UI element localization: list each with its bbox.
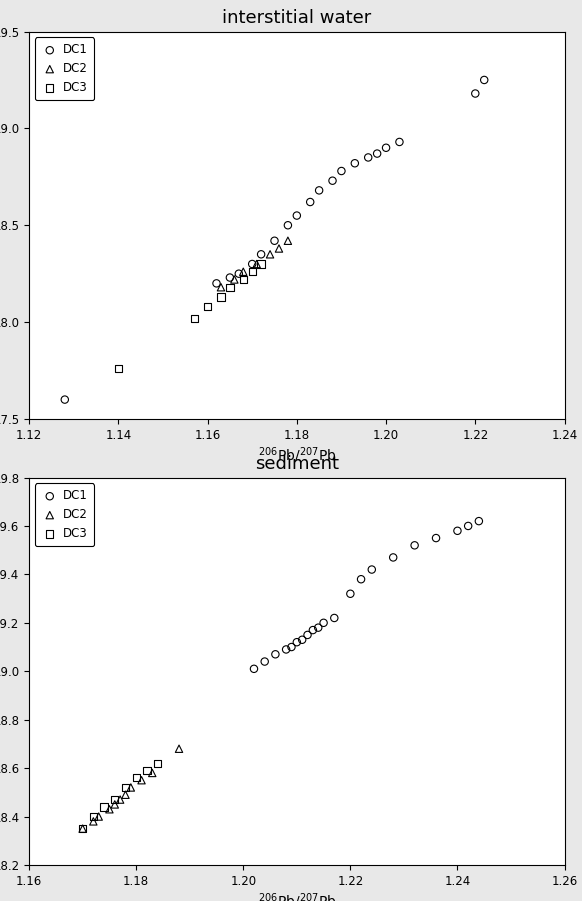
DC1 bbox=[292, 208, 301, 223]
DC1 bbox=[249, 661, 258, 676]
DC2 bbox=[252, 257, 261, 271]
DC1 bbox=[319, 615, 328, 630]
DC2 bbox=[175, 742, 184, 756]
DC1 bbox=[271, 647, 280, 661]
DC2 bbox=[121, 787, 130, 802]
DC2 bbox=[105, 802, 114, 816]
DC1 bbox=[410, 538, 419, 552]
DC1 bbox=[350, 156, 360, 170]
DC1 bbox=[346, 587, 355, 601]
DC1 bbox=[270, 233, 279, 248]
DC3 bbox=[142, 763, 151, 778]
DC2 bbox=[126, 780, 136, 795]
DC2 bbox=[265, 247, 275, 261]
DC1 bbox=[212, 277, 221, 291]
Legend: DC1, DC2, DC3: DC1, DC2, DC3 bbox=[35, 38, 94, 100]
DC1 bbox=[257, 247, 266, 261]
DC1 bbox=[260, 654, 269, 669]
X-axis label: $^{206}$Pb/$^{207}$Pb: $^{206}$Pb/$^{207}$Pb bbox=[258, 892, 336, 901]
DC1 bbox=[314, 183, 324, 197]
DC2 bbox=[217, 280, 226, 295]
X-axis label: $^{206}$Pb/$^{207}$Pb: $^{206}$Pb/$^{207}$Pb bbox=[258, 446, 336, 466]
DC1 bbox=[328, 174, 337, 188]
DC1 bbox=[389, 551, 398, 565]
DC1 bbox=[329, 611, 339, 625]
DC2 bbox=[283, 233, 293, 248]
DC2 bbox=[274, 241, 283, 256]
DC3 bbox=[203, 299, 212, 314]
DC3 bbox=[88, 809, 98, 824]
DC1 bbox=[381, 141, 391, 155]
DC1 bbox=[471, 86, 480, 101]
DC3 bbox=[257, 257, 266, 271]
DC1 bbox=[225, 270, 235, 285]
DC1 bbox=[372, 146, 382, 160]
DC3 bbox=[110, 792, 119, 806]
DC3 bbox=[217, 290, 226, 305]
DC2 bbox=[137, 773, 146, 787]
DC3 bbox=[78, 822, 87, 836]
DC1 bbox=[283, 218, 293, 232]
DC3 bbox=[100, 799, 109, 814]
DC2 bbox=[115, 792, 125, 806]
DC1 bbox=[314, 621, 323, 635]
DC2 bbox=[239, 265, 248, 279]
DC3 bbox=[153, 756, 162, 770]
DC1 bbox=[431, 531, 441, 545]
DC1 bbox=[395, 135, 404, 150]
DC3 bbox=[121, 780, 130, 795]
DC1 bbox=[292, 635, 301, 650]
DC3 bbox=[132, 770, 141, 785]
DC1 bbox=[474, 514, 484, 528]
DC1 bbox=[453, 523, 462, 538]
DC2 bbox=[78, 822, 87, 836]
DC1 bbox=[60, 392, 69, 406]
DC1 bbox=[480, 73, 489, 87]
DC2 bbox=[94, 809, 104, 824]
DC1 bbox=[287, 640, 296, 654]
DC1 bbox=[367, 562, 377, 577]
Title: interstitial water: interstitial water bbox=[222, 9, 371, 27]
DC2 bbox=[148, 766, 157, 780]
DC1 bbox=[463, 519, 473, 533]
DC1 bbox=[364, 150, 373, 165]
Legend: DC1, DC2, DC3: DC1, DC2, DC3 bbox=[35, 484, 94, 546]
DC3 bbox=[190, 311, 199, 325]
DC1 bbox=[247, 257, 257, 271]
DC1 bbox=[234, 267, 243, 281]
DC3 bbox=[225, 280, 235, 295]
DC1 bbox=[297, 633, 307, 647]
DC2 bbox=[110, 797, 119, 812]
DC3 bbox=[239, 272, 248, 287]
DC1 bbox=[356, 572, 365, 587]
DC1 bbox=[282, 642, 291, 657]
Title: sediment: sediment bbox=[255, 455, 339, 473]
DC3 bbox=[247, 265, 257, 279]
DC3 bbox=[113, 361, 123, 376]
DC1 bbox=[337, 164, 346, 178]
DC1 bbox=[306, 195, 315, 209]
DC1 bbox=[303, 628, 312, 642]
DC2 bbox=[230, 272, 239, 287]
DC1 bbox=[308, 623, 318, 637]
DC2 bbox=[88, 815, 98, 829]
